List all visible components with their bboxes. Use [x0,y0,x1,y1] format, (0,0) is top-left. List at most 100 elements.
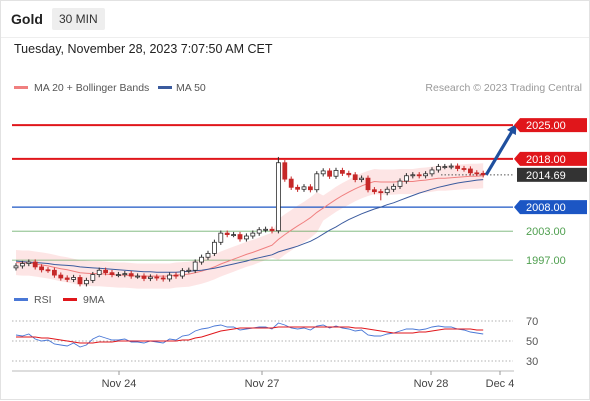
legend-ma50: MA 50 [176,82,206,94]
x-tick-label: Nov 27 [245,378,280,390]
candle-body [250,232,256,237]
candle-body [199,256,205,263]
candle-body [122,273,128,276]
candle-body [263,228,269,231]
candle-body [147,276,153,279]
candle-body [26,261,32,264]
candle-body [237,234,243,240]
candle-body [327,170,333,177]
ma20-line [15,175,484,277]
candle-body [461,168,467,170]
candle-body [19,263,25,267]
candle-body [455,165,461,169]
candle-body [135,275,141,278]
x-tick-label: Nov 28 [414,378,449,390]
level-label-2003.00: 2003.00 [526,226,566,238]
rsi-tick-50: 50 [526,336,538,348]
level-tag-2018.00 [514,151,587,166]
candle-body [141,275,147,279]
legend-9ma: 9MA [83,294,105,306]
candle-body [52,269,57,276]
x-tick-label: Dec 4 [486,378,515,390]
candle-body [179,270,185,277]
candle-body [429,169,435,175]
candle-body [243,235,249,240]
candle-body [96,269,102,276]
candle-body [231,234,237,236]
candle-body [352,174,358,181]
moving-averages [15,175,484,277]
rsi-tick-70: 70 [526,316,538,328]
legend-ma20: MA 20 + Bollinger Bands [34,82,149,94]
candle-body [410,174,416,177]
ma50-line [15,179,484,273]
candle-body [320,170,326,175]
candles [13,156,486,287]
legend-swatch-rsi [14,298,28,301]
candle-body [365,177,371,191]
candle-body [378,191,384,194]
legend-swatch-ma50 [158,86,172,89]
level-tag-2008.00 [514,200,587,215]
candle-body [435,166,441,171]
candle-body [467,168,473,174]
bollinger-band-area [16,163,484,289]
timestamp: Tuesday, November 28, 2023 7:07:50 AM CE… [14,42,273,56]
candle-body [448,165,454,168]
instrument-title: Gold [11,11,43,27]
last-price-tag [517,167,587,182]
candle-body [186,269,192,272]
candle-body [282,162,288,180]
candle-body [301,186,307,190]
candle-body [416,174,422,177]
credit: Research © 2023 Trading Central [425,82,582,94]
rsi-ma-line [16,326,484,344]
candle-body [90,274,96,281]
candle-body [109,272,115,276]
projection-arrow [484,123,517,176]
candle-body [346,172,352,176]
candle-body [58,274,64,279]
candle-body [64,277,70,280]
candle-body [423,173,429,177]
x-axis-ticks: Nov 24 Nov 27 Nov 28 Dec 4 [102,371,515,390]
level-tag-2025.00 [514,118,587,133]
candle-body [275,162,281,232]
candle-body [84,279,89,285]
legend-rsi: RSI [34,294,52,306]
candle-body [307,186,313,191]
candle-body [71,277,76,280]
level-label-1997.00: 1997.00 [526,255,566,267]
projection [484,123,517,176]
level-label-2018.00: 2018.00 [526,154,566,166]
candle-body [211,241,217,254]
candle-body [384,188,390,194]
candle-body [77,277,83,285]
candle-body [103,269,108,274]
bollinger-bands [16,163,484,289]
rsi-panel: 70 50 30 [12,316,538,368]
legend-swatch-ma20 [14,86,28,89]
candle-body [339,170,345,174]
candle-body [333,170,339,177]
candle-body [45,269,51,272]
candle-body [173,274,179,277]
candle-body [314,173,320,191]
candle-body [13,265,19,269]
candle-body [192,261,198,271]
candle-body [116,274,121,277]
candle-body [269,228,275,232]
last-price-label: 2014.69 [526,170,566,182]
interval-badge[interactable]: 30 MIN [52,8,105,30]
x-tick-label: Nov 24 [102,378,137,390]
candle-body [167,274,173,280]
candle-body [160,277,166,280]
candle-body [205,252,211,258]
candle-body [403,175,409,182]
candle-body [474,172,480,175]
level-label-2025.00: 2025.00 [526,120,566,132]
candle-body [397,180,403,187]
key-levels [12,124,513,261]
